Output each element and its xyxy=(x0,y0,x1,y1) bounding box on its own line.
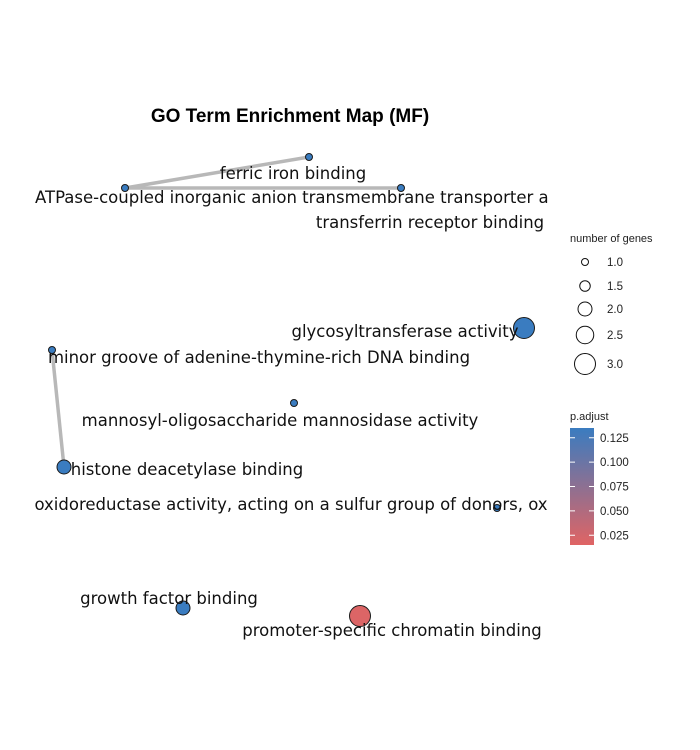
nodes-layer xyxy=(48,153,535,627)
edge-ferric-iron-binding-atpase-coupled-inorg xyxy=(123,155,311,190)
size-legend-key-2 xyxy=(577,301,593,317)
node-atpase-coupled-inorganic-anion-transmembrane-transporter-a xyxy=(121,184,129,192)
color-legend: p.adjust 0.125 0.100 0.075 0.050 0.025 xyxy=(570,411,629,545)
labels-layer: ferric iron binding ATPase-coupled inorga… xyxy=(34,164,548,640)
size-legend-title: number of genes xyxy=(570,233,653,245)
size-legend-label-2: 2.0 xyxy=(607,304,623,316)
size-legend-key-4 xyxy=(574,353,596,375)
node-mannosyl-oligosaccharide-mannosidase-activity xyxy=(290,399,298,407)
size-legend-label-4: 3.0 xyxy=(607,359,623,371)
node-label-ferric-iron-binding: ferric iron binding xyxy=(220,164,366,183)
color-legend-label-0: 0.125 xyxy=(600,433,629,445)
size-legend-label-1: 1.5 xyxy=(607,281,623,293)
size-legend-key-3 xyxy=(575,325,595,345)
color-legend-label-3: 0.050 xyxy=(600,506,629,518)
color-legend-title: p.adjust xyxy=(570,411,609,423)
color-legend-label-4: 0.025 xyxy=(600,530,629,542)
node-label-growth-factor-binding: growth factor binding xyxy=(80,589,258,608)
node-minor-groove-of-adenine-thymine-rich-dna-binding xyxy=(48,346,56,354)
node-label-histone-deacetylase-binding: histone deacetylase binding xyxy=(71,460,303,479)
chart-title: GO Term Enrichment Map (MF) xyxy=(151,106,429,127)
size-legend-key-1 xyxy=(579,280,591,292)
color-legend-label-2: 0.075 xyxy=(600,482,629,494)
node-label-atpase-coupled-inorganic-anion-transmembrane-transporter-a: ATPase-coupled inorganic anion transmemb… xyxy=(35,188,549,207)
node-transferrin-receptor-binding xyxy=(397,184,405,192)
size-legend-label-3: 2.5 xyxy=(607,330,623,342)
color-legend-label-1: 0.100 xyxy=(600,457,629,469)
node-label-minor-groove-of-adenine-thymine-rich-dna-binding: minor groove of adenine-thymine-rich DNA… xyxy=(48,348,470,367)
node-label-promoter-specific-chromatin-binding: promoter-specific chromatin binding xyxy=(242,621,542,640)
node-label-oxidoreductase-activity-acting-on-a-sulfur-group-of-donors-ox: oxidoreductase activity, acting on a sul… xyxy=(34,495,547,514)
node-label-mannosyl-oligosaccharide-mannosidase-activity: mannosyl-oligosaccharide mannosidase act… xyxy=(82,411,479,430)
edge-minor-groove-of-aden-histone-deacetylase- xyxy=(50,348,66,469)
node-oxidoreductase-activity-acting-on-a-sulfur-group-of-donors-ox xyxy=(493,504,501,512)
node-label-glycosyltransferase-activity: glycosyltransferase activity xyxy=(291,322,518,341)
node-label-transferrin-receptor-binding: transferrin receptor binding xyxy=(316,213,544,232)
node-glycosyltransferase-activity xyxy=(513,317,535,339)
node-ferric-iron-binding xyxy=(305,153,313,161)
node-growth-factor-binding xyxy=(175,600,191,616)
size-legend: number of genes 1.0 1.5 2.0 2.5 3.0 xyxy=(570,233,653,375)
node-promoter-specific-chromatin-binding xyxy=(349,605,371,627)
size-legend-key-0 xyxy=(581,258,589,266)
size-legend-label-0: 1.0 xyxy=(607,257,623,269)
node-histone-deacetylase-binding xyxy=(56,459,72,475)
edges-layer xyxy=(50,155,403,469)
